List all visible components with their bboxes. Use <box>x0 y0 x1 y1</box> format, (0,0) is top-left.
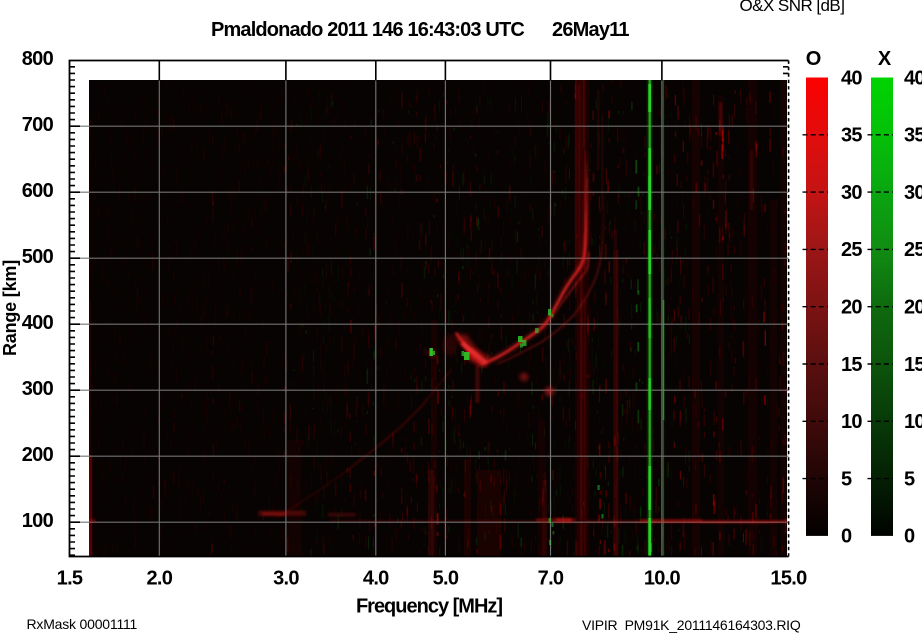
svg-text:500: 500 <box>22 246 54 268</box>
svg-text:800: 800 <box>22 48 54 70</box>
svg-text:30: 30 <box>904 182 922 204</box>
svg-text:10.0: 10.0 <box>644 567 681 589</box>
svg-text:1.5: 1.5 <box>57 567 83 589</box>
svg-text:4.0: 4.0 <box>363 567 389 589</box>
svg-text:Range [km]: Range [km] <box>0 260 20 356</box>
svg-text:400: 400 <box>22 312 54 334</box>
svg-text:7.0: 7.0 <box>538 567 564 589</box>
svg-text:5: 5 <box>841 468 852 490</box>
svg-text:35: 35 <box>904 125 922 147</box>
svg-text:VIPIR PM91K_2011146164303.RIQ: VIPIR PM91K_2011146164303.RIQ <box>582 617 801 633</box>
svg-text:2.0: 2.0 <box>146 567 172 589</box>
svg-text:700: 700 <box>22 114 54 136</box>
svg-text:O&X SNR [dB]: O&X SNR [dB] <box>740 0 845 15</box>
svg-text:3.0: 3.0 <box>273 567 299 589</box>
svg-text:100: 100 <box>22 510 54 532</box>
svg-text:20: 20 <box>841 297 862 319</box>
svg-text:X: X <box>878 48 892 70</box>
svg-text:35: 35 <box>841 125 862 147</box>
svg-text:25: 25 <box>904 239 922 261</box>
svg-text:25: 25 <box>841 239 862 261</box>
svg-text:600: 600 <box>22 180 54 202</box>
svg-text:15: 15 <box>841 354 862 376</box>
svg-text:O: O <box>806 48 822 70</box>
svg-text:10: 10 <box>904 411 922 433</box>
svg-text:20: 20 <box>904 297 922 319</box>
svg-text:Frequency [MHz]: Frequency [MHz] <box>356 596 502 618</box>
svg-text:26May11: 26May11 <box>552 19 629 41</box>
svg-text:300: 300 <box>22 378 54 400</box>
svg-text:40: 40 <box>841 67 862 89</box>
svg-text:10: 10 <box>841 411 862 433</box>
svg-text:30: 30 <box>841 182 862 204</box>
svg-text:15: 15 <box>904 354 922 376</box>
svg-text:40: 40 <box>904 67 922 89</box>
svg-text:200: 200 <box>22 444 54 466</box>
svg-text:5.0: 5.0 <box>433 567 459 589</box>
svg-text:15.0: 15.0 <box>770 567 807 589</box>
svg-text:RxMask 00001111: RxMask 00001111 <box>27 616 138 632</box>
svg-text:5: 5 <box>904 468 915 490</box>
svg-text:Pmaldonado 2011 146 16:43:03 U: Pmaldonado 2011 146 16:43:03 UTC <box>211 19 524 41</box>
svg-text:0: 0 <box>841 526 852 548</box>
svg-text:0: 0 <box>904 526 915 548</box>
